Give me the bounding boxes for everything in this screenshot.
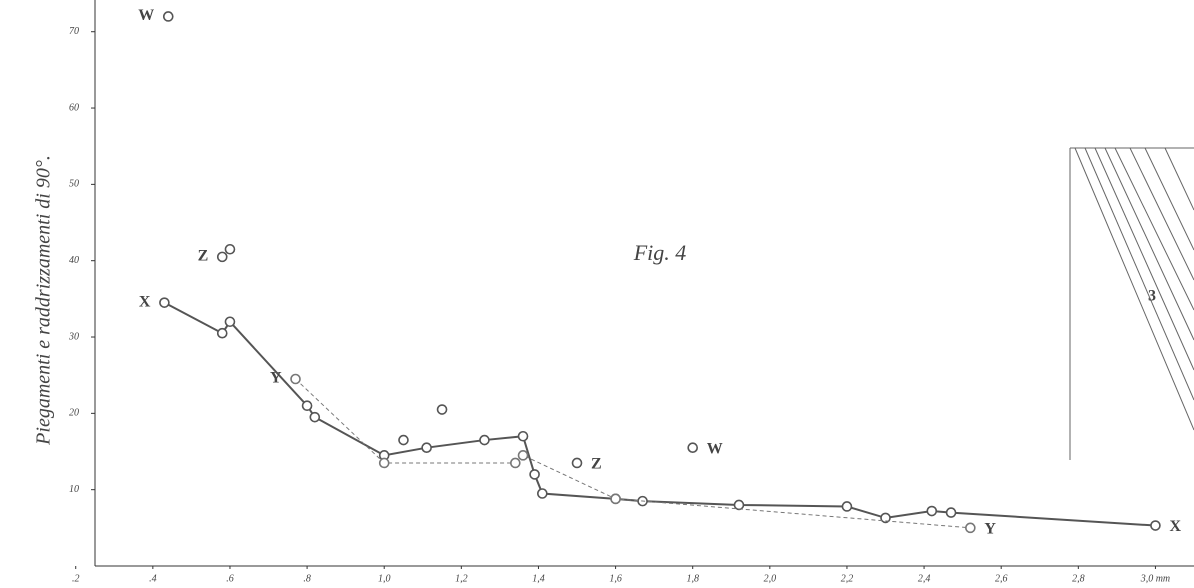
y-tick-label: 20 xyxy=(69,408,79,419)
x-tick-label: 1,8 xyxy=(686,573,699,584)
data-point xyxy=(290,373,301,385)
series-label: X xyxy=(139,293,151,310)
y-tick-label: 30 xyxy=(68,331,79,342)
y-tick-label: 70 xyxy=(69,26,79,37)
data-point xyxy=(733,499,745,511)
x-tick-label: 2,2 xyxy=(841,573,854,584)
series-label: X xyxy=(1169,518,1181,535)
data-point xyxy=(510,457,521,469)
data-point xyxy=(216,327,228,339)
x-tick-label: 2,4 xyxy=(918,573,931,584)
series-label: W xyxy=(707,440,723,457)
hatched-box xyxy=(1069,147,1194,460)
region-label: 3 xyxy=(1148,288,1156,305)
data-point xyxy=(421,442,432,453)
data-point xyxy=(224,243,236,255)
data-point xyxy=(841,501,853,512)
data-point xyxy=(1150,520,1161,531)
y-tick-label: 40 xyxy=(69,255,79,266)
x-tick-label: 2,6 xyxy=(995,573,1008,584)
x-tick-label: .2 xyxy=(72,573,80,584)
y-tick-label: 10 xyxy=(69,484,79,495)
data-point xyxy=(687,442,699,453)
series-label: Z xyxy=(198,248,209,265)
data-point xyxy=(610,493,621,505)
x-tick-label: 1,2 xyxy=(455,573,468,584)
figure-label: Fig. 4 xyxy=(633,240,687,265)
series-label: Z xyxy=(591,456,602,473)
x-tick-label: 1,6 xyxy=(609,573,622,584)
y-tick-label: 50 xyxy=(69,179,79,190)
data-point xyxy=(159,297,170,308)
data-point xyxy=(880,512,891,524)
x-tick-label: .8 xyxy=(303,573,311,584)
data-point xyxy=(926,505,938,517)
data-point xyxy=(479,434,490,446)
x-tick-label: 1,4 xyxy=(532,573,545,584)
y-tick-label: 60 xyxy=(69,102,79,113)
data-point xyxy=(436,404,448,415)
data-point xyxy=(301,400,313,412)
data-point xyxy=(529,469,540,480)
series-line xyxy=(295,378,971,529)
data-point xyxy=(537,488,548,499)
data-point xyxy=(945,507,957,518)
data-point xyxy=(517,430,529,442)
data-point xyxy=(378,457,390,469)
x-tick-label: 1,0 xyxy=(378,573,391,584)
data-point xyxy=(309,411,321,423)
x-tick-label: .6 xyxy=(226,573,234,584)
x-tick-label: 2,8 xyxy=(1072,573,1085,584)
x-tick-label: 3,0 mm xyxy=(1140,573,1170,584)
series-label: W xyxy=(138,7,154,24)
x-tick-label: 2,0 xyxy=(764,573,777,584)
data-point xyxy=(571,457,583,469)
data-point xyxy=(517,450,529,461)
data-point xyxy=(216,251,228,263)
data-point xyxy=(224,316,236,328)
series-label: Y xyxy=(984,521,996,538)
y-axis-label: Piegamenti e raddrizzamenti di 90°. xyxy=(33,155,55,446)
data-point xyxy=(162,11,174,22)
x-tick-label: .4 xyxy=(149,573,157,584)
data-point xyxy=(398,434,409,446)
data-point xyxy=(965,522,976,534)
series-label: Y xyxy=(270,370,282,387)
